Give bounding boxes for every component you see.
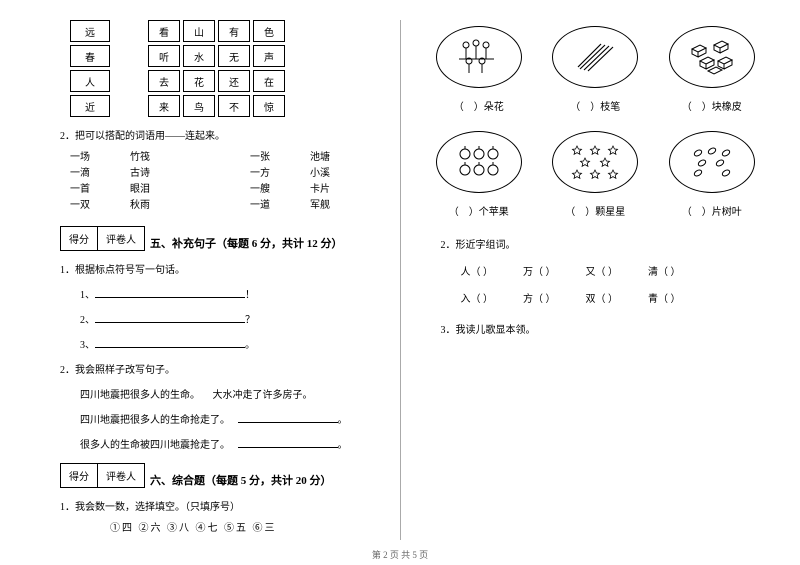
grader-label: 评卷人: [98, 227, 144, 250]
column-divider: [400, 20, 401, 540]
cell: 远: [70, 20, 110, 42]
pic-row: （ ）朵花 （ ）枝笔: [421, 26, 771, 113]
s5-q1: 1．根据标点符号写一句话。: [60, 261, 380, 276]
match-list: 一场竹筏一张池塘 一滴古诗一方小溪 一首眼泪一艘卡片 一双秋雨一道军舰: [70, 150, 380, 214]
pic-label: （ ）片树叶: [669, 203, 755, 218]
poem-grid: 远 看 山 有 色 春 听 水 无 声 人 去 花 还 在 近 来 鸟 不 惊: [70, 20, 380, 117]
cell: 声: [253, 45, 285, 67]
cell: 在: [253, 70, 285, 92]
score-box: 得分 评卷人: [60, 463, 145, 488]
s6-options: ①四 ②六 ③八 ④七 ⑤五 ⑥三: [110, 519, 380, 534]
cell: 惊: [253, 95, 285, 117]
blank-line: 3、。: [80, 336, 380, 351]
pic-label: （ ）个苹果: [436, 203, 522, 218]
erasers-icon: [669, 26, 755, 88]
pic-label: （ ）颗星星: [552, 203, 638, 218]
cell: 人: [70, 70, 110, 92]
cell: 听: [148, 45, 180, 67]
pic-label: （ ）块橡皮: [669, 98, 755, 113]
cell: 还: [218, 70, 250, 92]
section6-title: 六、综合题（每题 5 分，共计 20 分）: [150, 472, 380, 488]
char-row: 人（ ） 万（ ） 又（ ） 清（ ）: [461, 263, 771, 278]
blank-line: 1、！: [80, 286, 380, 301]
cell: 鸟: [183, 95, 215, 117]
pic-label: （ ）枝笔: [552, 98, 638, 113]
cell: 无: [218, 45, 250, 67]
cell: 色: [253, 20, 285, 42]
page-footer: 第 2 页 共 5 页: [0, 548, 800, 561]
example-line: 四川地震把很多人的生命抢走了。 。: [80, 411, 380, 426]
pic-row: （ ）个苹果: [421, 131, 771, 218]
flowers-icon: [436, 26, 522, 88]
q3-right: 3．我读儿歌显本领。: [441, 321, 771, 336]
q2-label: 2．把可以搭配的词语用——连起来。: [60, 127, 380, 142]
cell: 去: [148, 70, 180, 92]
q2-right: 2．形近字组词。: [441, 236, 771, 251]
cell: 不: [218, 95, 250, 117]
char-row: 入（ ） 方（ ） 双（ ） 青（ ）: [461, 290, 771, 305]
stars-icon: [552, 131, 638, 193]
pens-icon: [552, 26, 638, 88]
cell: 花: [183, 70, 215, 92]
score-box: 得分 评卷人: [60, 226, 145, 251]
section5-title: 五、补充句子（每题 6 分，共计 12 分）: [150, 235, 380, 251]
cell: 近: [70, 95, 110, 117]
pic-label: （ ）朵花: [436, 98, 522, 113]
cell: 看: [148, 20, 180, 42]
blank-line: 2、？: [80, 311, 380, 326]
grader-label: 评卷人: [98, 464, 144, 487]
apples-icon: [436, 131, 522, 193]
s5-q2: 2．我会照样子改写句子。: [60, 361, 380, 376]
score-label: 得分: [61, 464, 98, 487]
example-line: 很多人的生命被四川地震抢走了。 。: [80, 436, 380, 451]
cell: 来: [148, 95, 180, 117]
cell: 山: [183, 20, 215, 42]
cell: 水: [183, 45, 215, 67]
cell: 有: [218, 20, 250, 42]
leaves-icon: [669, 131, 755, 193]
cell: 春: [70, 45, 110, 67]
score-label: 得分: [61, 227, 98, 250]
example-line: 四川地震把很多人的生命。 大水冲走了许多房子。: [80, 386, 380, 401]
s6-q1: 1．我会数一数，选择填空。（只填序号）: [60, 498, 380, 513]
